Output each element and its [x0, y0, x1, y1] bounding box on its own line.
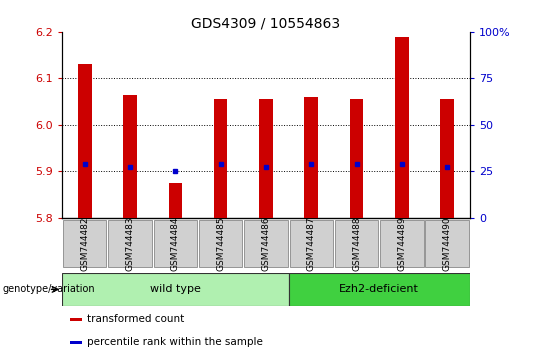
- FancyBboxPatch shape: [62, 273, 288, 306]
- Text: GSM744486: GSM744486: [261, 216, 271, 271]
- Bar: [168, 183, 182, 218]
- Text: Ezh2-deficient: Ezh2-deficient: [339, 284, 419, 295]
- Text: wild type: wild type: [150, 284, 201, 295]
- Bar: [78, 64, 92, 218]
- Bar: [123, 95, 137, 218]
- Text: GSM744489: GSM744489: [397, 216, 406, 271]
- Bar: [214, 99, 227, 218]
- Title: GDS4309 / 10554863: GDS4309 / 10554863: [191, 17, 341, 31]
- Text: GSM744484: GSM744484: [171, 216, 180, 270]
- Bar: [440, 99, 454, 218]
- FancyBboxPatch shape: [426, 220, 469, 267]
- Bar: [350, 99, 363, 218]
- FancyBboxPatch shape: [335, 220, 379, 267]
- Text: GSM744490: GSM744490: [443, 216, 451, 271]
- Text: GSM744482: GSM744482: [80, 216, 89, 270]
- FancyBboxPatch shape: [380, 220, 423, 267]
- FancyBboxPatch shape: [199, 220, 242, 267]
- Text: percentile rank within the sample: percentile rank within the sample: [86, 337, 262, 348]
- Text: genotype/variation: genotype/variation: [3, 284, 96, 295]
- Bar: [395, 36, 409, 218]
- Text: transformed count: transformed count: [86, 314, 184, 325]
- Bar: [70, 341, 83, 344]
- FancyBboxPatch shape: [153, 220, 197, 267]
- Text: GSM744487: GSM744487: [307, 216, 316, 271]
- Text: GSM744488: GSM744488: [352, 216, 361, 271]
- FancyBboxPatch shape: [109, 220, 152, 267]
- FancyBboxPatch shape: [244, 220, 288, 267]
- Bar: [70, 318, 83, 321]
- Bar: [305, 97, 318, 218]
- FancyBboxPatch shape: [289, 220, 333, 267]
- FancyBboxPatch shape: [288, 273, 470, 306]
- Text: GSM744483: GSM744483: [126, 216, 134, 271]
- Bar: [259, 99, 273, 218]
- Text: GSM744485: GSM744485: [216, 216, 225, 271]
- FancyBboxPatch shape: [63, 220, 106, 267]
